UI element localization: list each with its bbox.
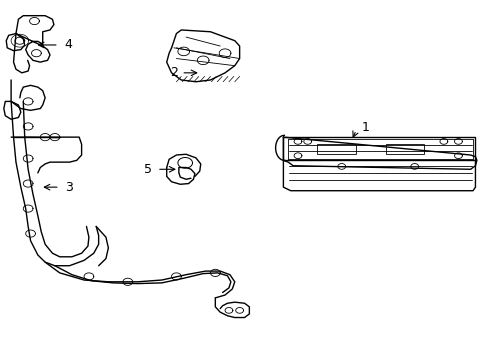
Text: 5: 5 — [144, 163, 152, 176]
Text: 3: 3 — [65, 181, 73, 194]
Text: 4: 4 — [64, 39, 72, 51]
Text: 2: 2 — [170, 66, 178, 79]
Text: 1: 1 — [362, 121, 369, 134]
